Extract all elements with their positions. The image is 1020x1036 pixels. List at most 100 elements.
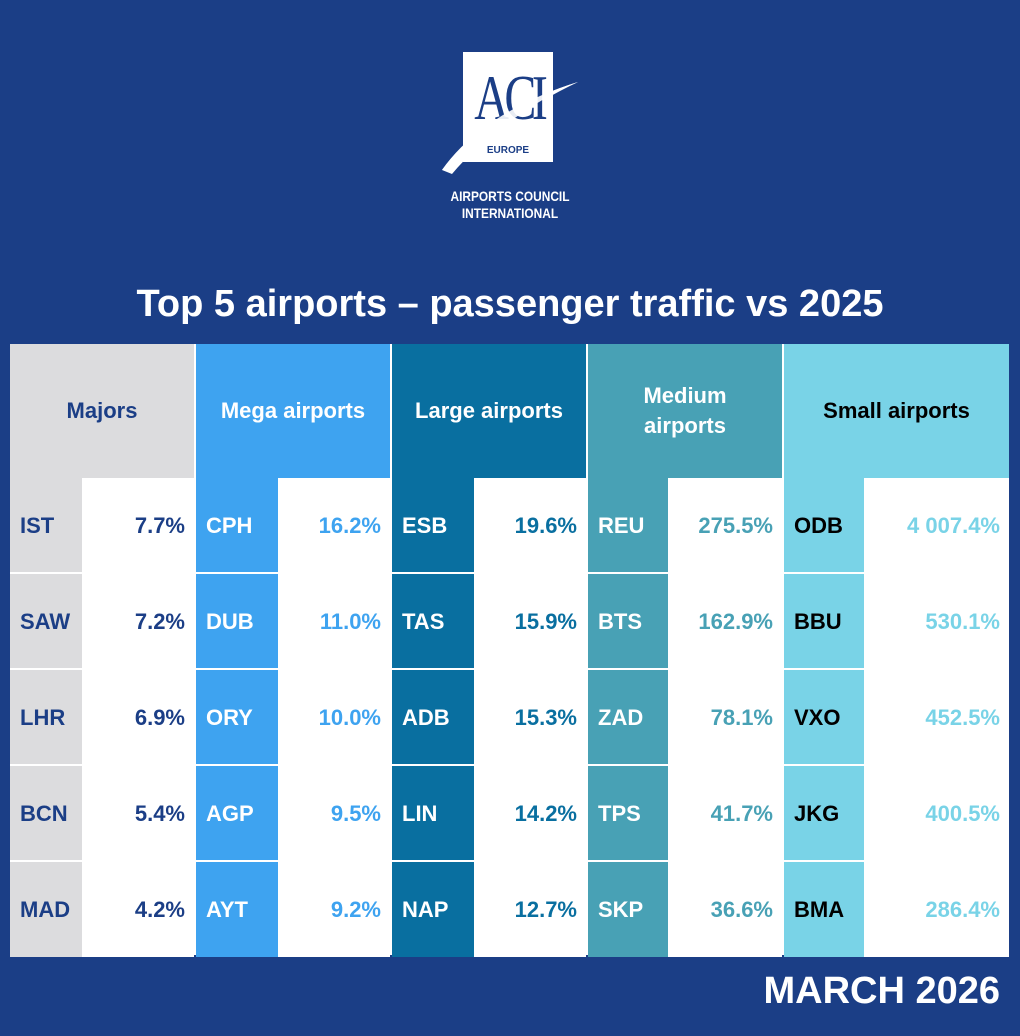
column-header: Large airports [392,344,586,478]
airport-code: MAD [10,862,82,957]
traffic-change: 530.1% [864,574,1009,669]
airport-code: BCN [10,766,82,861]
traffic-change: 5.4% [82,766,194,861]
table-row: DUB 11.0% [196,574,390,669]
airport-code: NAP [392,862,474,957]
traffic-change: 41.7% [668,766,782,861]
row-divider [784,764,1009,766]
airport-code: VXO [784,670,864,765]
column-small: Small airports ODB 4 007.4% BBU 530.1% VXO 452… [784,344,1009,957]
row-divider [10,668,194,670]
airport-code: IST [10,478,82,573]
logo-council-text: AIRPORTS COUNCIL INTERNATIONAL [451,188,570,222]
table-row: SKP 36.6% [588,862,782,957]
airport-code: TAS [392,574,474,669]
table-row: TPS 41.7% [588,766,782,861]
table-row: BCN 5.4% [10,766,194,861]
row-divider [784,572,1009,574]
report-month: MARCH 2026 [763,970,1000,1012]
column-medium: Medium airports REU 275.5% BTS 162.9% ZAD 78.1… [588,344,782,957]
traffic-change: 78.1% [668,670,782,765]
traffic-change: 11.0% [278,574,390,669]
airport-code: SAW [10,574,82,669]
row-divider [196,572,390,574]
traffic-change: 14.2% [474,766,586,861]
airport-code: BBU [784,574,864,669]
airport-code: BTS [588,574,668,669]
airport-code: AGP [196,766,278,861]
table-row: AGP 9.5% [196,766,390,861]
row-divider [784,860,1009,862]
airport-code: REU [588,478,668,573]
airport-code: SKP [588,862,668,957]
table-row: IST 7.7% [10,478,194,573]
table-row: JKG 400.5% [784,766,1009,861]
airport-code: JKG [784,766,864,861]
traffic-change: 452.5% [864,670,1009,765]
row-divider [10,860,194,862]
table-row: NAP 12.7% [392,862,586,957]
table-row: CPH 16.2% [196,478,390,573]
table-row: BMA 286.4% [784,862,1009,957]
traffic-change: 6.9% [82,670,194,765]
table-row: ZAD 78.1% [588,670,782,765]
row-divider [588,764,782,766]
row-divider [392,764,586,766]
traffic-change: 12.7% [474,862,586,957]
airport-code: BMA [784,862,864,957]
table-row: BBU 530.1% [784,574,1009,669]
row-divider [588,572,782,574]
traffic-change: 7.2% [82,574,194,669]
traffic-change: 400.5% [864,766,1009,861]
logo-europe: EUROPE [486,145,530,156]
column-large: Large airports ESB 19.6% TAS 15.9% ADB 15.3% LI… [392,344,586,957]
table-row: AYT 9.2% [196,862,390,957]
airport-code: TPS [588,766,668,861]
table-row: REU 275.5% [588,478,782,573]
airport-code: AYT [196,862,278,957]
row-divider [10,572,194,574]
traffic-change: 4.2% [82,862,194,957]
table-row: LHR 6.9% [10,670,194,765]
column-header: Medium airports [588,344,782,478]
airport-code: ZAD [588,670,668,765]
table-row: VXO 452.5% [784,670,1009,765]
table-row: LIN 14.2% [392,766,586,861]
aci-europe-logo: ACI EUROPE AIRPORTS COUNCIL INTERNATIONA… [440,50,580,230]
traffic-change: 15.3% [474,670,586,765]
airport-code: ODB [784,478,864,573]
airport-code: DUB [196,574,278,669]
airport-code: LHR [10,670,82,765]
page-title: Top 5 airports – passenger traffic vs 20… [136,283,884,325]
logo-line-2: INTERNATIONAL [461,205,559,221]
traffic-change: 36.6% [668,862,782,957]
column-mega: Mega airports CPH 16.2% DUB 11.0% ORY 10.0% AGP… [196,344,390,957]
row-divider [196,764,390,766]
airport-table: Majors IST 7.7% SAW 7.2% LHR 6.9% BCN 5.4% MAD 4.2… [10,344,1009,957]
table-row: SAW 7.2% [10,574,194,669]
traffic-change: 275.5% [668,478,782,573]
row-divider [588,860,782,862]
table-row: BTS 162.9% [588,574,782,669]
traffic-change: 16.2% [278,478,390,573]
row-divider [196,668,390,670]
traffic-change: 162.9% [668,574,782,669]
column-majors: Majors IST 7.7% SAW 7.2% LHR 6.9% BCN 5.4% MAD 4.2… [10,344,194,957]
table-row: ODB 4 007.4% [784,478,1009,573]
airport-code: ORY [196,670,278,765]
traffic-change: 15.9% [474,574,586,669]
row-divider [784,668,1009,670]
traffic-change: 286.4% [864,862,1009,957]
row-divider [392,668,586,670]
airport-code: LIN [392,766,474,861]
table-row: ESB 19.6% [392,478,586,573]
traffic-change: 9.5% [278,766,390,861]
row-divider [196,860,390,862]
swoosh-overlay-icon [442,82,578,170]
table-row: MAD 4.2% [10,862,194,957]
traffic-change: 4 007.4% [864,478,1009,573]
column-header: Majors [10,344,194,478]
traffic-change: 7.7% [82,478,194,573]
column-header: Small airports [784,344,1009,478]
airport-code: ESB [392,478,474,573]
